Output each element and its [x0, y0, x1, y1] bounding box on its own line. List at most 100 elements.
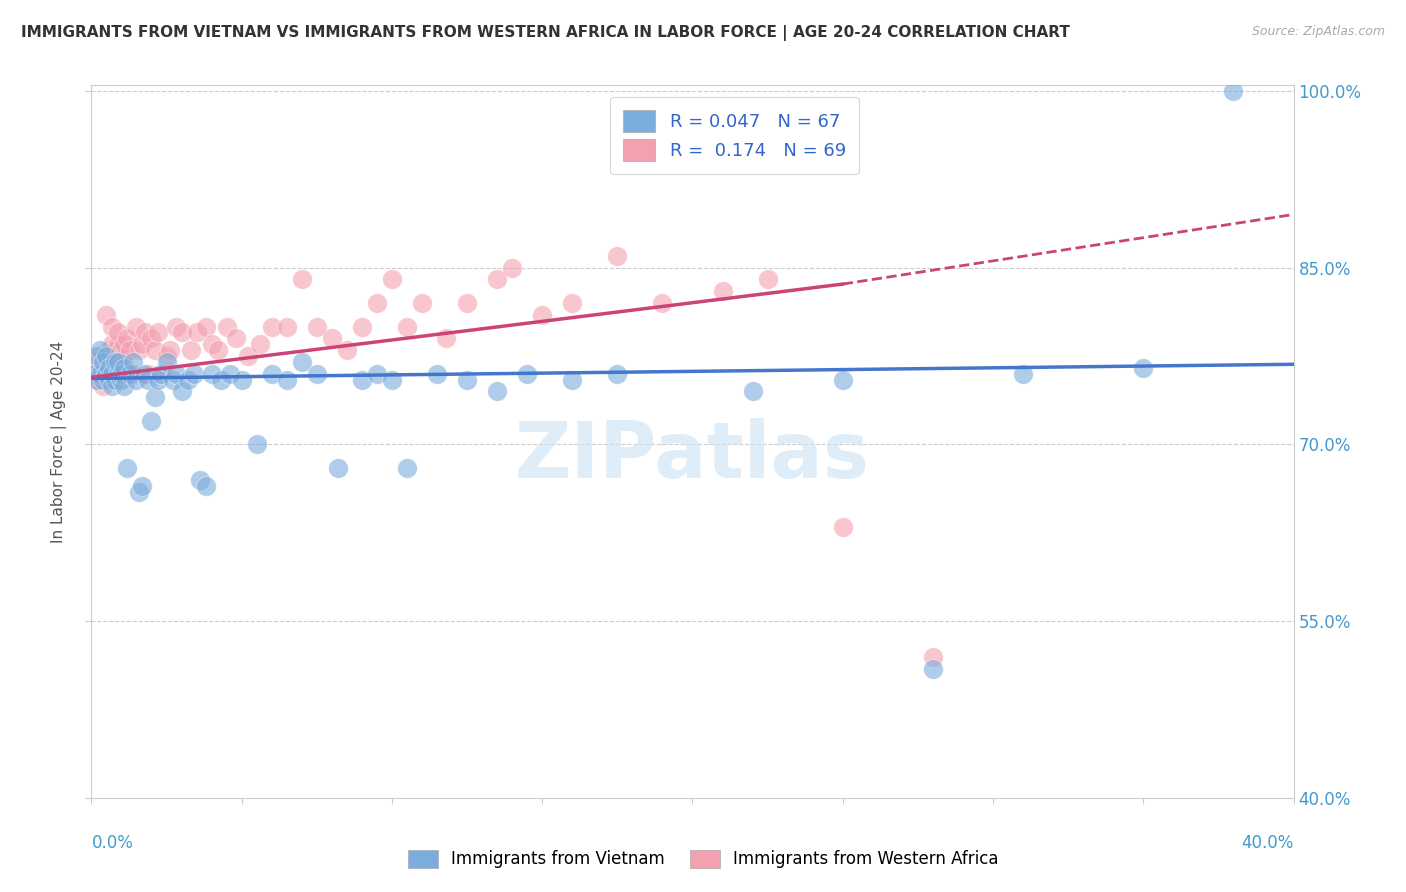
Point [125, 373, 148, 387]
Point [107, 326, 129, 340]
Point [381, 272, 404, 286]
Point [138, 373, 160, 387]
Point [1222, 84, 1244, 98]
Point [434, 331, 457, 345]
Point [101, 337, 124, 351]
Point [155, 349, 177, 363]
Point [231, 373, 253, 387]
Point [561, 373, 583, 387]
Point [143, 390, 166, 404]
Text: 0.0%: 0.0% [91, 834, 134, 852]
Point [86, 355, 108, 369]
Point [246, 437, 269, 451]
Point [260, 367, 283, 381]
Point [456, 296, 478, 310]
Point [366, 367, 388, 381]
Point [831, 520, 853, 534]
Point [207, 343, 229, 358]
Point [89, 367, 111, 381]
Point [149, 367, 172, 381]
Point [201, 337, 224, 351]
Point [89, 367, 111, 381]
Point [176, 373, 198, 387]
Point [426, 367, 449, 381]
Point [117, 461, 139, 475]
Point [141, 414, 163, 428]
Point [381, 373, 404, 387]
Point [651, 296, 673, 310]
Point [96, 367, 118, 381]
Point [218, 367, 240, 381]
Point [83, 367, 105, 381]
Point [180, 343, 202, 358]
Point [89, 343, 111, 358]
Point [143, 343, 166, 358]
Point [350, 319, 373, 334]
Point [86, 373, 108, 387]
Point [291, 355, 314, 369]
Point [93, 373, 115, 387]
Point [98, 373, 121, 387]
Point [138, 367, 160, 381]
Point [456, 373, 478, 387]
Point [128, 343, 150, 358]
Point [411, 296, 433, 310]
Point [101, 319, 124, 334]
Point [606, 367, 628, 381]
Point [155, 355, 177, 369]
Text: 40.0%: 40.0% [1241, 834, 1294, 852]
Point [128, 484, 150, 499]
Y-axis label: In Labor Force | Age 20-24: In Labor Force | Age 20-24 [51, 341, 67, 542]
Point [486, 272, 509, 286]
Point [756, 272, 779, 286]
Point [276, 319, 298, 334]
Point [186, 326, 208, 340]
Point [188, 473, 211, 487]
Point [114, 349, 136, 363]
Point [516, 367, 538, 381]
Point [96, 367, 118, 381]
Point [107, 355, 129, 369]
Point [606, 249, 628, 263]
Point [86, 373, 108, 387]
Point [96, 308, 118, 322]
Point [93, 378, 115, 392]
Point [114, 360, 136, 375]
Point [159, 343, 181, 358]
Point [114, 337, 136, 351]
Point [194, 479, 217, 493]
Point [86, 349, 108, 363]
Point [107, 337, 129, 351]
Point [131, 479, 153, 493]
Text: ZIPatlas: ZIPatlas [515, 417, 870, 494]
Point [104, 373, 127, 387]
Point [225, 331, 247, 345]
Point [110, 343, 132, 358]
Point [350, 373, 373, 387]
Point [711, 284, 734, 298]
Point [531, 308, 554, 322]
Point [366, 296, 388, 310]
Point [276, 373, 298, 387]
Point [395, 461, 418, 475]
Point [201, 367, 224, 381]
Point [83, 367, 105, 381]
Point [501, 260, 523, 275]
Point [98, 355, 121, 369]
Point [134, 326, 156, 340]
Point [1132, 360, 1154, 375]
Point [98, 360, 121, 375]
Point [89, 349, 111, 363]
Point [741, 384, 763, 399]
Point [120, 367, 142, 381]
Point [395, 319, 418, 334]
Point [326, 461, 349, 475]
Point [98, 343, 121, 358]
Point [104, 349, 127, 363]
Point [146, 373, 169, 387]
Point [291, 272, 314, 286]
Point [162, 373, 184, 387]
Point [110, 367, 132, 381]
Point [321, 331, 343, 345]
Point [215, 319, 238, 334]
